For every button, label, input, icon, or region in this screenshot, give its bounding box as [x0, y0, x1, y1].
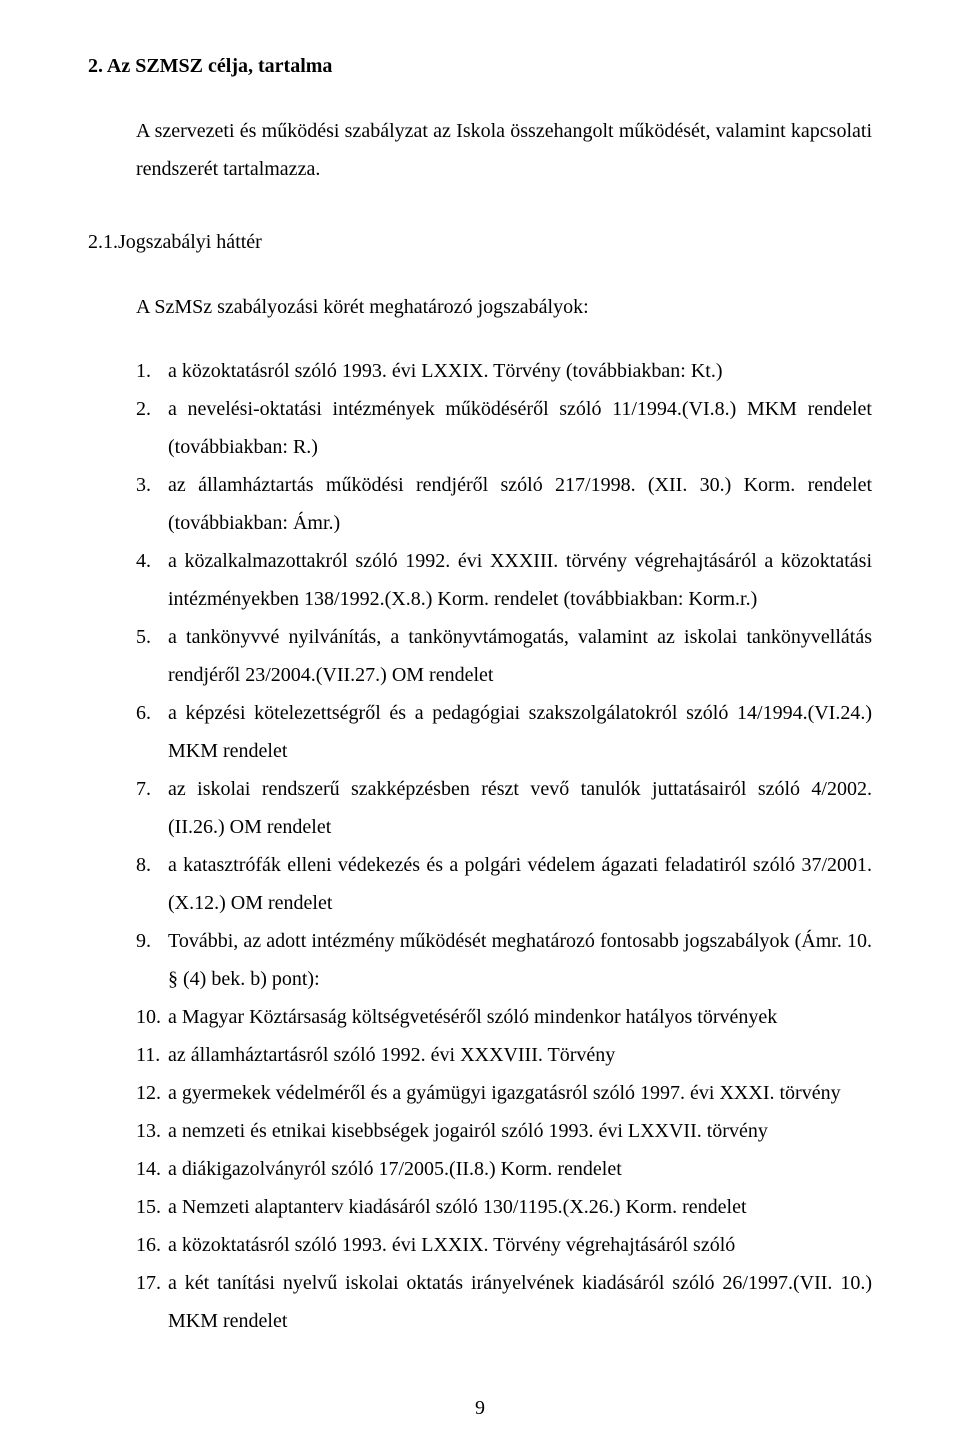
list-item: a nemzeti és etnikai kisebbségek jogairó… [136, 1112, 872, 1150]
list-item: a nevelési-oktatási intézmények működésé… [136, 390, 872, 466]
list-item: a diákigazolványról szóló 17/2005.(II.8.… [136, 1150, 872, 1188]
list-item: a Nemzeti alaptanterv kiadásáról szóló 1… [136, 1188, 872, 1226]
section-title: 2. Az SZMSZ célja, tartalma [88, 52, 872, 80]
section-intro: A szervezeti és működési szabályzat az I… [88, 112, 872, 188]
list-item: a közoktatásról szóló 1993. évi LXXIX. T… [136, 1226, 872, 1264]
list-item: a tankönyvvé nyilvánítás, a tankönyvtámo… [136, 618, 872, 694]
list-item: a Magyar Köztársaság költségvetéséről sz… [136, 998, 872, 1036]
list-item: az államháztartás működési rendjéről szó… [136, 466, 872, 542]
list-item: az iskolai rendszerű szakképzésben részt… [136, 770, 872, 846]
list-item: az államháztartásról szóló 1992. évi XXX… [136, 1036, 872, 1074]
list-item: a katasztrófák elleni védekezés és a pol… [136, 846, 872, 922]
document-page: 2. Az SZMSZ célja, tartalma A szervezeti… [0, 0, 960, 1448]
list-item: a két tanítási nyelvű iskolai oktatás ir… [136, 1264, 872, 1340]
list-item: a közalkalmazottakról szóló 1992. évi XX… [136, 542, 872, 618]
page-number: 9 [0, 1397, 960, 1420]
list-item: a közoktatásról szóló 1993. évi LXXIX. T… [136, 352, 872, 390]
subsection-heading: 2.1.Jogszabályi háttér [88, 228, 872, 256]
list-item: a képzési kötelezettségről és a pedagógi… [136, 694, 872, 770]
list-item: További, az adott intézmény működését me… [136, 922, 872, 998]
list-item: a gyermekek védelméről és a gyámügyi iga… [136, 1074, 872, 1112]
subsection-intro: A SzMSz szabályozási körét meghatározó j… [88, 288, 872, 326]
legal-source-list: a közoktatásról szóló 1993. évi LXXIX. T… [88, 352, 872, 1340]
